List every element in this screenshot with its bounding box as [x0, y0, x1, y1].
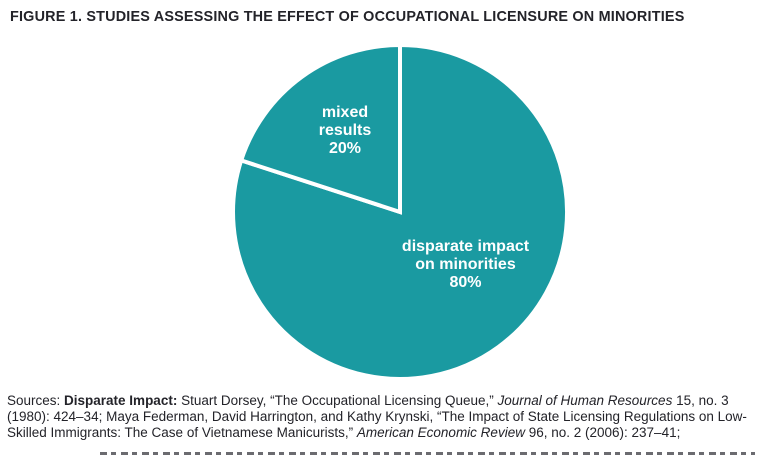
- pie-chart: [233, 42, 567, 379]
- figure-title: FIGURE 1. STUDIES ASSESSING THE EFFECT O…: [10, 8, 685, 25]
- journal-name: American Economic Review: [356, 424, 525, 440]
- sources-citation-text: 15, no. 3 (1980): 424–34; Maya Federman,…: [7, 393, 747, 440]
- sources-category-label: Disparate Impact:: [64, 393, 182, 408]
- pie-slice-label: mixed results: [318, 104, 372, 139]
- pie-slice-label: disparate impact on minorities: [401, 238, 530, 273]
- sources-citation-text: Stuart Dorsey, “The Occupational Licensi…: [181, 393, 498, 408]
- journal-name: Journal of Human Resources: [497, 393, 673, 408]
- clipped-text-line: [100, 452, 755, 455]
- sources-note: Sources: Disparate Impact: Stuart Dorsey…: [7, 393, 764, 441]
- pie-slice-mixed-results: [238, 42, 402, 215]
- pie-label-mixed-results: mixed results 20%: [300, 104, 390, 158]
- pie-slice-value: 20%: [328, 140, 362, 157]
- pie-slice-value: 80%: [449, 274, 482, 291]
- pie-label-disparate-impact: disparate impact on minorities 80%: [398, 238, 533, 292]
- sources-prefix: Sources:: [7, 393, 65, 408]
- sources-citation-text: 96, no. 2 (2006): 237–41;: [528, 424, 681, 440]
